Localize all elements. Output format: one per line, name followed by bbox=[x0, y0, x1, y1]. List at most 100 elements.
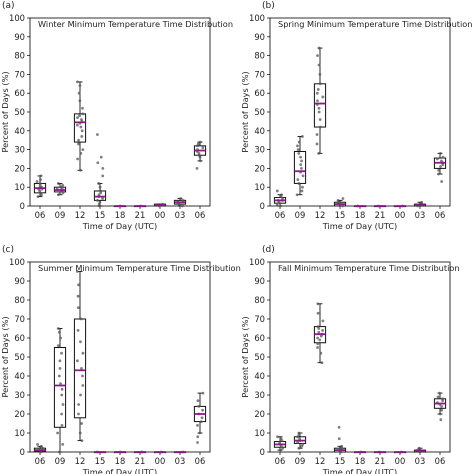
data-point bbox=[60, 393, 64, 397]
data-point bbox=[441, 155, 445, 159]
x-tick-label: 06 bbox=[275, 210, 286, 220]
x-tick-label: 06 bbox=[435, 210, 446, 220]
data-point bbox=[299, 155, 302, 159]
x-tick-label: 12 bbox=[75, 210, 86, 220]
data-point bbox=[59, 185, 63, 189]
data-point bbox=[201, 146, 205, 150]
data-point bbox=[35, 180, 39, 183]
data-point bbox=[440, 180, 444, 183]
data-point bbox=[58, 367, 62, 370]
data-point bbox=[80, 439, 84, 442]
data-point bbox=[101, 174, 105, 178]
y-tick-label: 60 bbox=[14, 88, 25, 98]
data-point bbox=[440, 405, 443, 408]
data-point bbox=[316, 99, 319, 103]
data-point bbox=[437, 168, 441, 172]
chart-panel-2: (b)Spring Minimum Temperature Time Distr… bbox=[240, 1, 472, 231]
x-tick-label: 06 bbox=[35, 456, 46, 466]
x-tick-label: 03 bbox=[175, 456, 186, 466]
data-point bbox=[297, 182, 301, 185]
x-tick-label: 21 bbox=[135, 456, 146, 466]
x-tick-label: 09 bbox=[295, 456, 306, 466]
y-tick-label: 60 bbox=[14, 333, 25, 343]
data-point bbox=[97, 182, 101, 185]
x-tick-label: 18 bbox=[115, 210, 126, 220]
data-point bbox=[179, 197, 182, 200]
data-point bbox=[98, 185, 102, 189]
data-point bbox=[300, 167, 303, 170]
y-tick-label: 40 bbox=[254, 371, 265, 381]
box-09 bbox=[53, 327, 67, 454]
y-tick-label: 40 bbox=[14, 126, 25, 136]
box-06 bbox=[433, 151, 447, 183]
x-tick-label: 06 bbox=[195, 456, 206, 466]
box-06 bbox=[33, 174, 47, 199]
data-point bbox=[296, 178, 300, 182]
y-tick-label: 70 bbox=[14, 69, 25, 79]
y-tick-label: 30 bbox=[254, 145, 265, 155]
box-00 bbox=[153, 202, 167, 208]
data-point bbox=[78, 114, 81, 118]
data-point bbox=[318, 338, 322, 342]
y-tick-label: 20 bbox=[14, 409, 25, 419]
data-point bbox=[316, 342, 320, 346]
y-tick-label: 60 bbox=[254, 88, 265, 98]
x-tick-label: 06 bbox=[435, 456, 446, 466]
x-tick-label: 00 bbox=[155, 210, 166, 220]
chart-title: Summer Minimum Temperature Time Distribu… bbox=[38, 263, 241, 273]
x-tick-label: 18 bbox=[355, 456, 366, 466]
data-point bbox=[316, 88, 320, 91]
panel-label: (b) bbox=[262, 1, 275, 11]
data-point bbox=[318, 73, 322, 76]
data-point bbox=[201, 408, 204, 412]
chart-panel-1: (a) Winter Minimum Temperature Time Distr… bbox=[0, 1, 233, 231]
data-point bbox=[301, 174, 305, 178]
box-12 bbox=[313, 46, 327, 155]
data-point bbox=[320, 361, 324, 365]
data-point bbox=[58, 359, 62, 363]
data-point bbox=[78, 431, 82, 435]
data-point bbox=[437, 172, 440, 176]
data-point bbox=[275, 189, 279, 193]
y-tick-label: 50 bbox=[254, 352, 265, 362]
box-21 bbox=[373, 204, 387, 208]
data-point bbox=[58, 450, 61, 454]
box-21 bbox=[133, 204, 147, 208]
y-tick-label: 100 bbox=[9, 257, 25, 267]
box-00 bbox=[393, 450, 407, 454]
data-point bbox=[39, 444, 43, 448]
y-axis-label: Percent of Days (%) bbox=[240, 71, 250, 152]
data-point bbox=[79, 317, 83, 321]
y-tick-label: 50 bbox=[254, 107, 265, 117]
data-point bbox=[438, 391, 441, 395]
data-point bbox=[196, 142, 200, 146]
data-point bbox=[36, 195, 40, 199]
data-point bbox=[276, 435, 279, 439]
data-point bbox=[76, 294, 80, 298]
data-point bbox=[275, 202, 279, 206]
data-point bbox=[76, 306, 80, 309]
chart-title: Spring Minimum Temperature Time Distribu… bbox=[278, 19, 472, 29]
y-axis-label: Percent of Days (%) bbox=[0, 71, 10, 152]
y-tick-label: 70 bbox=[14, 314, 25, 324]
data-point bbox=[76, 359, 79, 363]
data-point bbox=[281, 197, 284, 200]
data-point bbox=[317, 330, 321, 334]
x-axis-label: Time of Day (UTC) bbox=[322, 221, 398, 231]
data-point bbox=[38, 182, 42, 185]
data-point bbox=[278, 448, 282, 452]
x-axis-label: Time of Day (UTC) bbox=[322, 467, 398, 474]
data-point bbox=[337, 425, 341, 429]
data-point bbox=[315, 91, 319, 95]
data-point bbox=[60, 387, 64, 391]
data-point bbox=[440, 159, 443, 163]
y-tick-label: 10 bbox=[254, 428, 265, 438]
data-point bbox=[196, 441, 199, 444]
data-point bbox=[279, 437, 283, 441]
data-point bbox=[195, 167, 199, 170]
y-tick-label: 30 bbox=[14, 390, 25, 400]
data-point bbox=[101, 197, 104, 200]
x-tick-label: 18 bbox=[355, 210, 366, 220]
data-point bbox=[417, 446, 421, 450]
data-point bbox=[200, 416, 204, 420]
